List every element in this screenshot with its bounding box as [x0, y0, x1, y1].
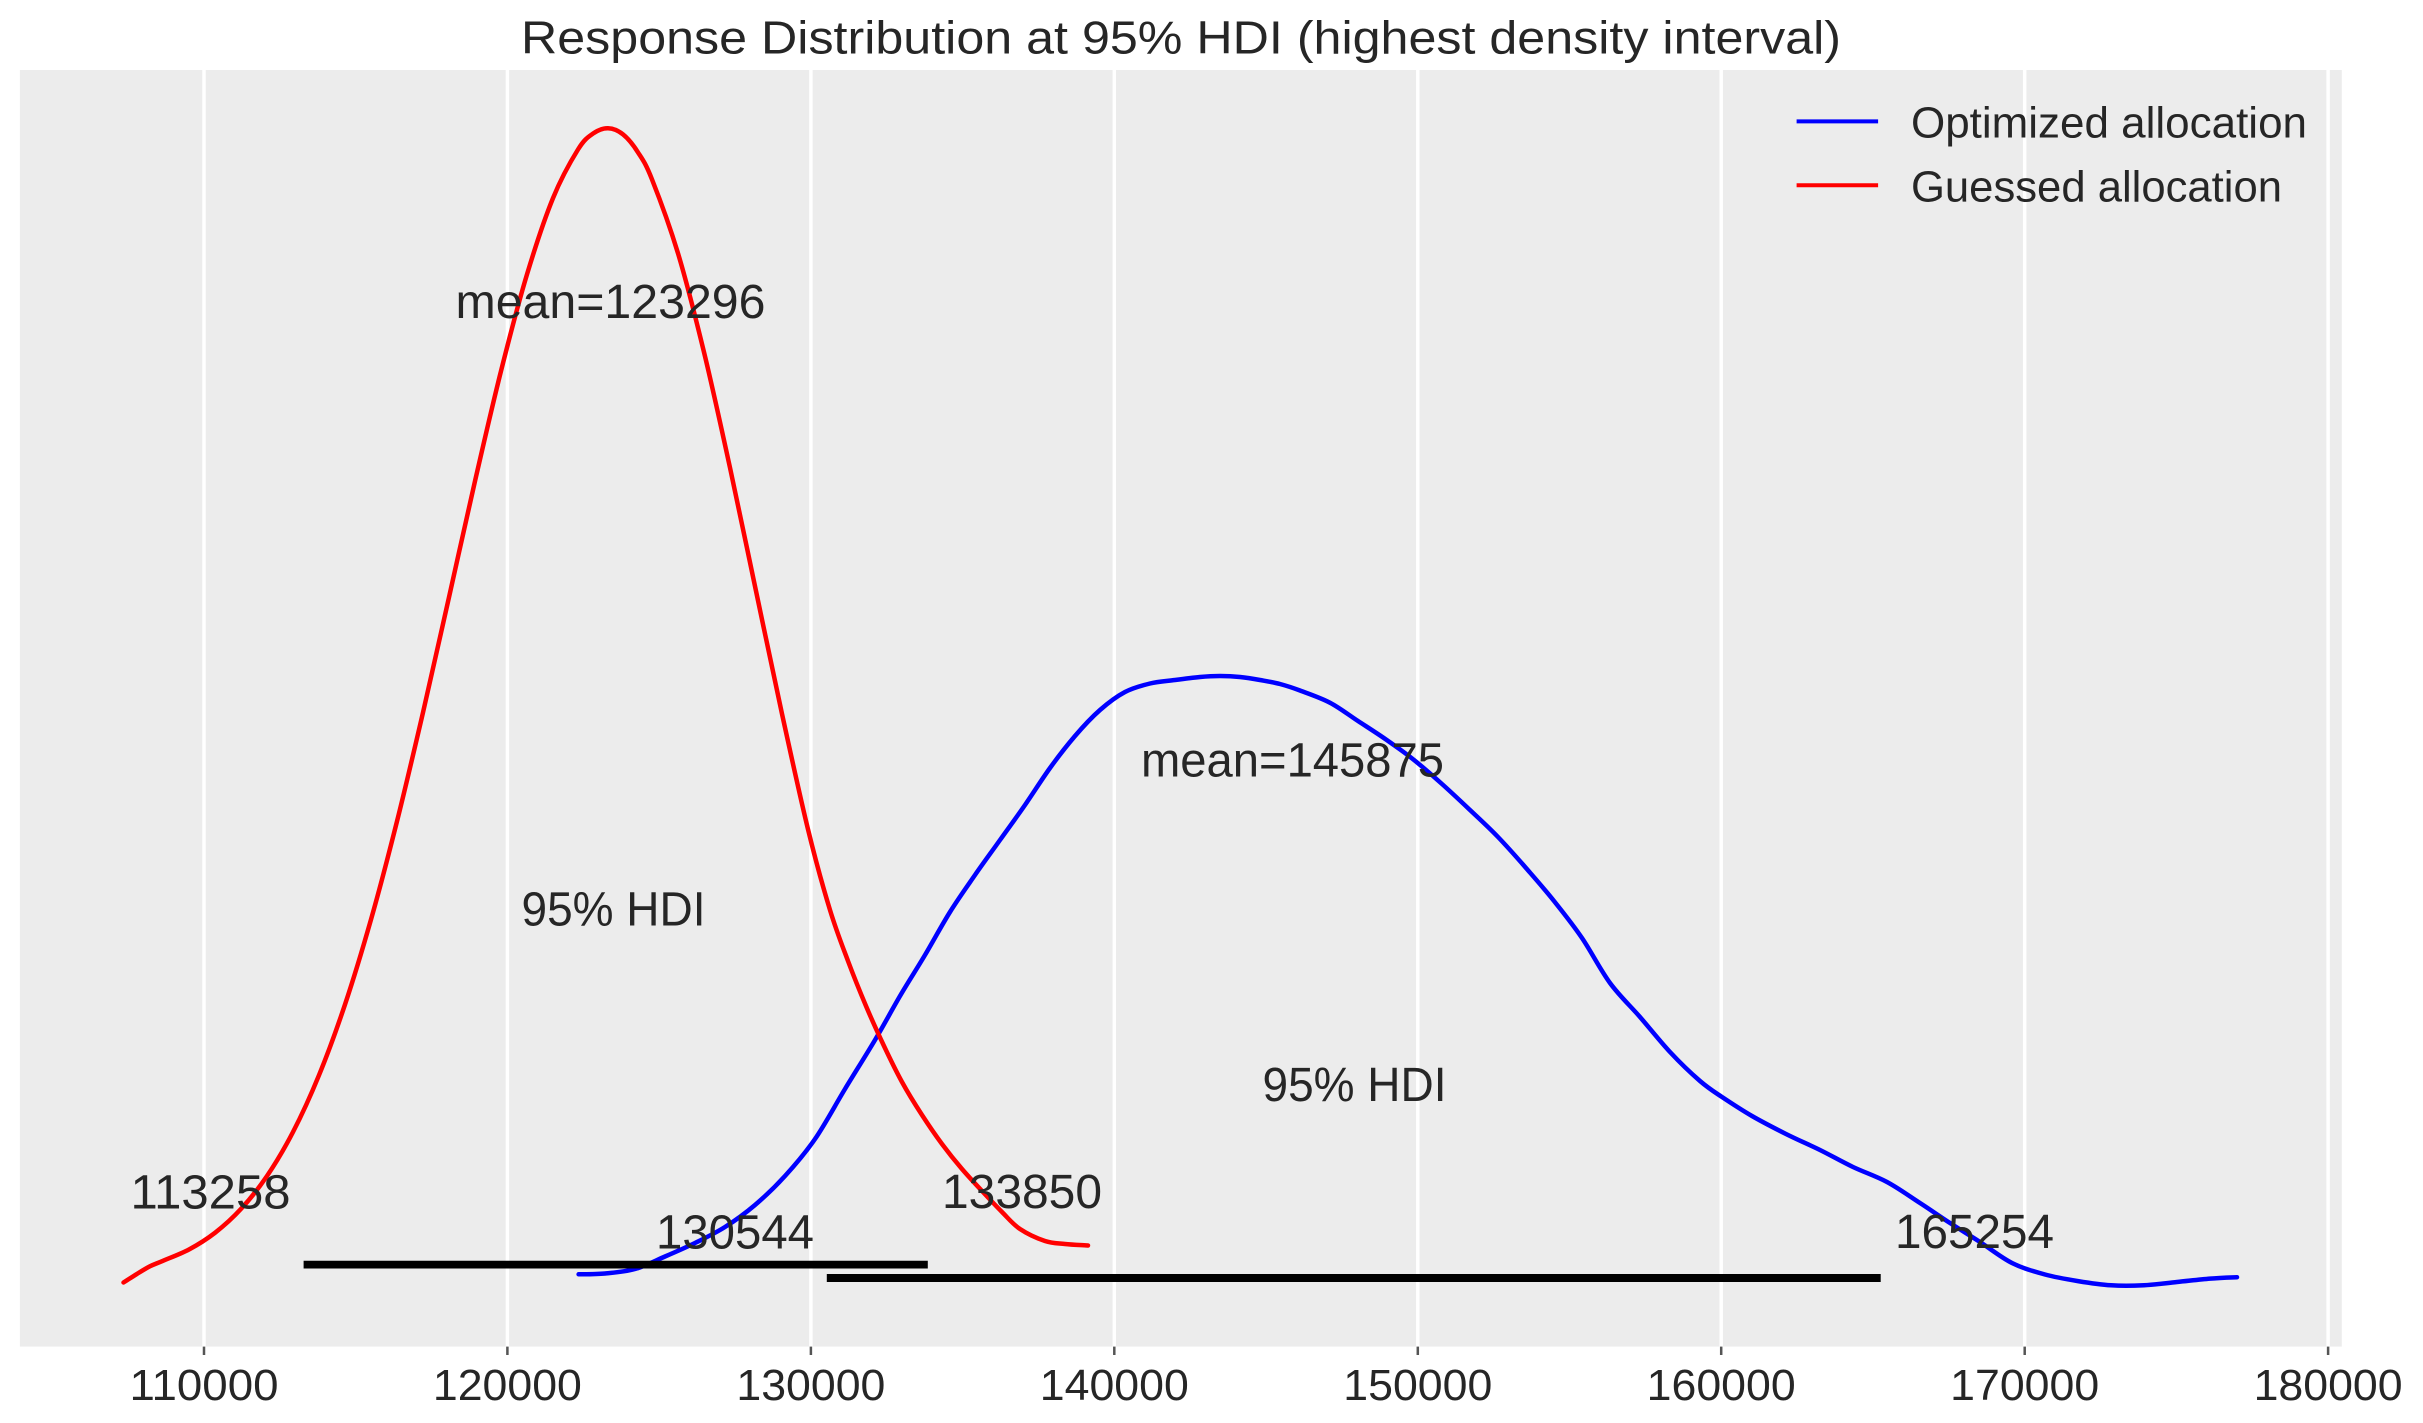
- svg-text:95% HDI: 95% HDI: [1263, 1059, 1447, 1112]
- svg-text:Response Distribution at 95% H: Response Distribution at 95% HDI (highes…: [521, 12, 1841, 64]
- svg-text:mean=123296: mean=123296: [456, 276, 766, 329]
- svg-text:180000: 180000: [2254, 1361, 2403, 1410]
- svg-text:120000: 120000: [433, 1361, 582, 1410]
- svg-text:130000: 130000: [736, 1361, 885, 1410]
- svg-text:130544: 130544: [656, 1207, 814, 1260]
- svg-text:110000: 110000: [130, 1361, 279, 1410]
- svg-text:113258: 113258: [131, 1167, 291, 1220]
- svg-text:140000: 140000: [1040, 1361, 1189, 1410]
- svg-text:Optimized allocation: Optimized allocation: [1911, 99, 2307, 148]
- svg-text:160000: 160000: [1647, 1361, 1796, 1410]
- svg-text:95% HDI: 95% HDI: [522, 884, 706, 937]
- svg-text:mean=145875: mean=145875: [1141, 735, 1444, 788]
- svg-text:133850: 133850: [942, 1166, 1102, 1219]
- svg-text:150000: 150000: [1343, 1361, 1492, 1410]
- svg-text:Guessed allocation: Guessed allocation: [1911, 162, 2282, 211]
- svg-text:165254: 165254: [1895, 1206, 2054, 1259]
- svg-text:170000: 170000: [1950, 1361, 2099, 1410]
